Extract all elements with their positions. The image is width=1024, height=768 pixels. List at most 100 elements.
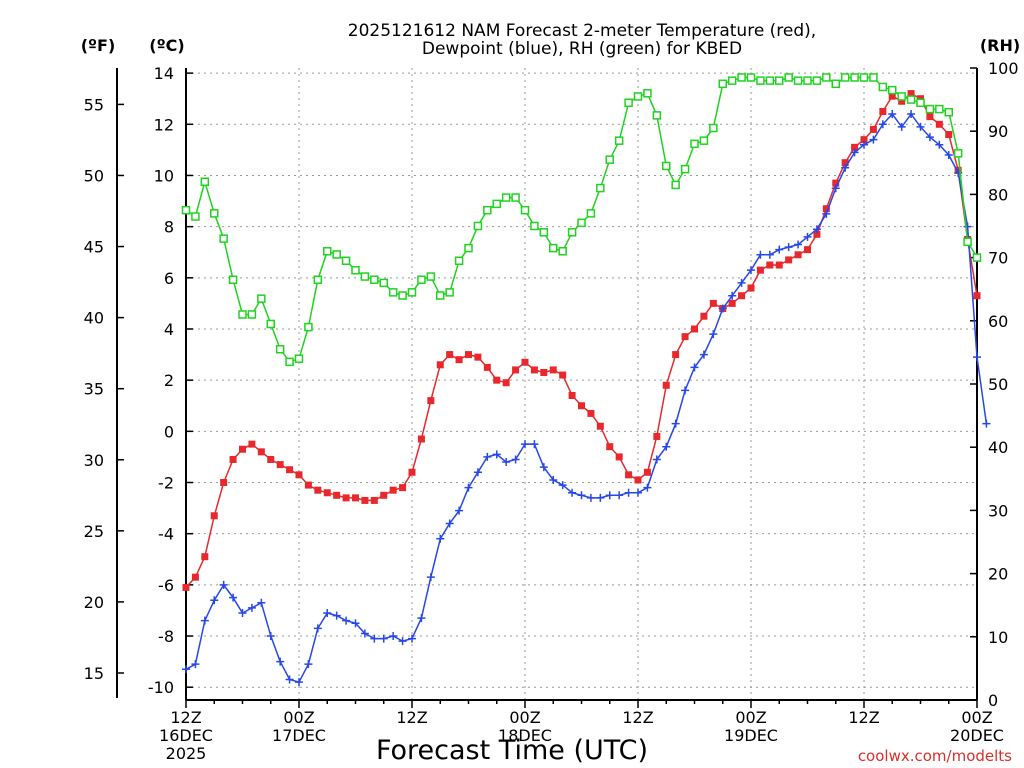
dewpoint-point <box>521 440 529 449</box>
dewpoint-point <box>191 660 200 669</box>
rh-point <box>407 288 417 297</box>
rh-point <box>643 89 652 98</box>
temperature-point <box>530 366 538 374</box>
dewpoint-point <box>408 634 416 643</box>
temperature-point <box>766 261 774 269</box>
fahrenheit-tick-label: 20 <box>84 593 104 612</box>
temperature-point <box>389 486 397 494</box>
rh-tick-label: 30 <box>988 501 1008 520</box>
fahrenheit-tick-label: 15 <box>84 664 104 683</box>
temperature-point <box>851 143 859 151</box>
temperature-point <box>549 366 557 374</box>
temperature-point <box>615 453 623 461</box>
rh-point <box>530 221 539 231</box>
x-tick-label-date: 17DEC <box>272 726 326 745</box>
rh-point <box>765 76 775 85</box>
rh-point <box>473 221 483 231</box>
dewpoint-point <box>182 665 190 674</box>
dewpoint-point <box>643 483 652 492</box>
rh-point <box>963 237 972 247</box>
celsius-tick-label: -6 <box>158 576 174 595</box>
dewpoint-point <box>539 463 548 472</box>
chart-title-line-1: 2025121612 NAM Forecast 2-meter Temperat… <box>348 21 816 41</box>
fahrenheit-tick-label: 55 <box>84 95 104 114</box>
temperature-point <box>700 312 708 320</box>
rh-tick-label: 100 <box>988 59 1019 78</box>
rh-point <box>869 73 878 82</box>
x-tick-label-date: 20DEC <box>950 726 1004 745</box>
rh-point <box>718 79 727 89</box>
rh-point <box>888 85 897 95</box>
rh-point <box>445 288 454 297</box>
rh-point <box>925 104 935 114</box>
fahrenheit-tick-label: 45 <box>84 238 104 257</box>
fahrenheit-tick-label: 30 <box>84 451 104 470</box>
dewpoint-point <box>483 452 492 461</box>
temperature-point <box>248 440 256 448</box>
temperature-point <box>352 494 359 502</box>
dewpoint-point <box>747 266 755 275</box>
temperature-point <box>257 448 265 456</box>
rh-tick-label: 70 <box>988 249 1008 268</box>
x-tick-label-time: 12Z <box>848 708 879 727</box>
rh-point <box>596 183 605 193</box>
temperature-point <box>276 461 284 469</box>
dewpoint-point <box>850 148 859 157</box>
rh-point <box>275 344 285 354</box>
temperature-point <box>606 443 614 451</box>
rh-point <box>699 136 709 145</box>
dewpoint-point <box>360 629 369 638</box>
temperature-point <box>201 553 209 561</box>
fahrenheit-tick-label: 50 <box>84 166 104 185</box>
celsius-tick-label: 2 <box>164 371 174 390</box>
temperature-point <box>945 131 953 139</box>
rh-point <box>492 199 501 209</box>
rh-point <box>454 256 464 266</box>
rh-point <box>520 205 530 215</box>
rh-point <box>953 149 963 158</box>
dewpoint-point <box>841 163 850 172</box>
rh-point <box>652 111 662 120</box>
rh-tick-label: 40 <box>988 438 1008 457</box>
temperature-point <box>587 409 595 417</box>
x-tick-label-time: 00Z <box>735 708 766 727</box>
dewpoint-point <box>445 519 454 528</box>
x-axis-label: Forecast Time (UTC) <box>376 735 648 766</box>
temperature-point <box>182 583 190 591</box>
dewpoint-point <box>709 330 718 339</box>
rh-point <box>436 291 445 300</box>
rh-tick-label: 90 <box>988 122 1008 141</box>
rh-point <box>323 247 332 256</box>
dewpoint-point <box>257 598 266 607</box>
temperature-point <box>342 494 350 502</box>
rh-point <box>313 275 323 284</box>
rh-point <box>812 76 822 85</box>
x-tick-label-time: 12Z <box>622 708 653 727</box>
credit-text: coolwx.com/modelts <box>858 747 1012 765</box>
celsius-tick-label: -2 <box>158 474 174 493</box>
temperature-point <box>239 445 246 453</box>
rh-point <box>200 177 210 187</box>
rh-point <box>577 218 586 228</box>
temperature-point <box>559 371 567 379</box>
dewpoint-point <box>558 481 567 490</box>
temperature-point <box>286 466 294 474</box>
rh-point <box>304 322 313 332</box>
dewpoint-point <box>295 678 303 687</box>
series-temperature <box>182 90 981 591</box>
temperature-point <box>879 107 887 115</box>
rh-point <box>756 76 765 85</box>
temperature-point <box>898 97 906 105</box>
dewpoint-point <box>313 624 322 633</box>
rh-point <box>266 319 275 329</box>
temperature-point <box>822 205 830 213</box>
dewpoint-point <box>916 122 925 131</box>
temperature-point <box>220 479 228 487</box>
dewpoint-point <box>699 350 708 359</box>
rh-point <box>549 243 558 253</box>
rh-point <box>793 76 803 85</box>
temperature-point <box>691 325 698 333</box>
rh-point <box>257 294 266 303</box>
temperature-point <box>869 125 877 133</box>
